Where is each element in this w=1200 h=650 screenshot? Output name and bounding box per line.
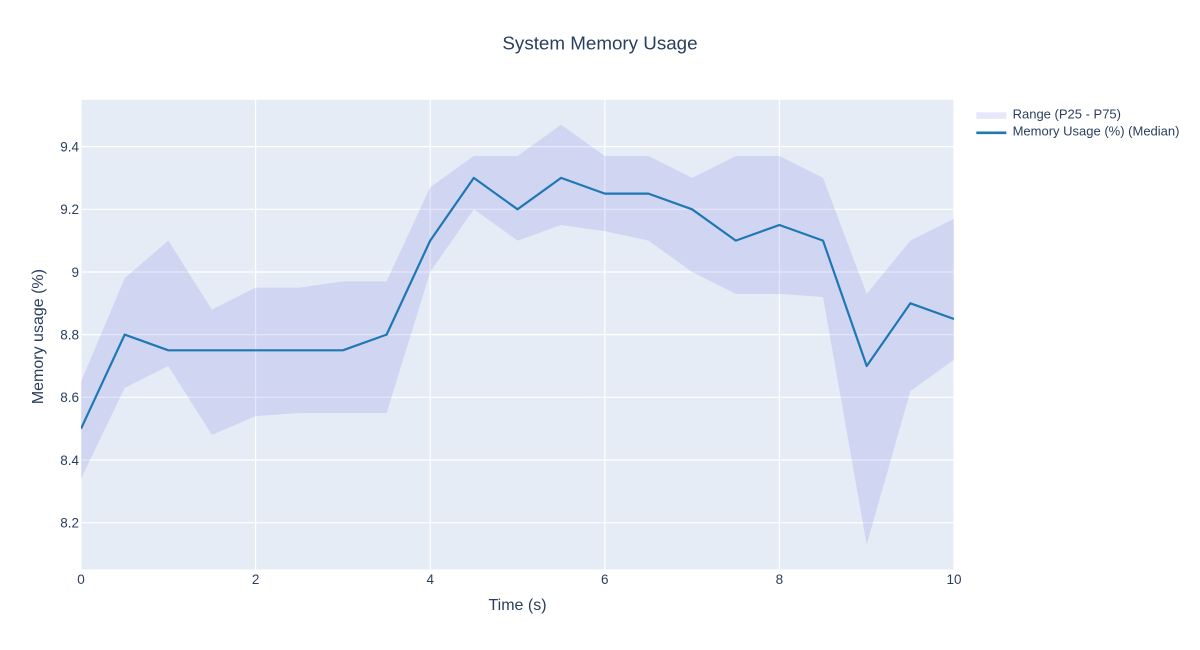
svg-text:Memory usage (%): Memory usage (%) xyxy=(30,269,47,404)
svg-text:4: 4 xyxy=(426,572,434,587)
svg-text:8: 8 xyxy=(776,572,784,587)
svg-text:2: 2 xyxy=(252,572,260,587)
svg-text:0: 0 xyxy=(77,572,85,587)
svg-text:8.8: 8.8 xyxy=(60,327,79,342)
svg-text:8.2: 8.2 xyxy=(60,516,79,531)
svg-text:10: 10 xyxy=(946,572,961,587)
svg-text:System Memory Usage: System Memory Usage xyxy=(502,33,697,54)
svg-text:6: 6 xyxy=(601,572,609,587)
svg-text:Time (s): Time (s) xyxy=(488,597,546,614)
svg-text:9: 9 xyxy=(71,265,79,280)
svg-text:8.4: 8.4 xyxy=(60,453,79,468)
svg-text:Range (P25 - P75): Range (P25 - P75) xyxy=(1013,107,1121,122)
svg-text:9.2: 9.2 xyxy=(60,202,79,217)
svg-text:9.4: 9.4 xyxy=(60,139,79,154)
svg-text:Memory Usage (%) (Median): Memory Usage (%) (Median) xyxy=(1013,124,1180,139)
svg-text:8.6: 8.6 xyxy=(60,390,79,405)
